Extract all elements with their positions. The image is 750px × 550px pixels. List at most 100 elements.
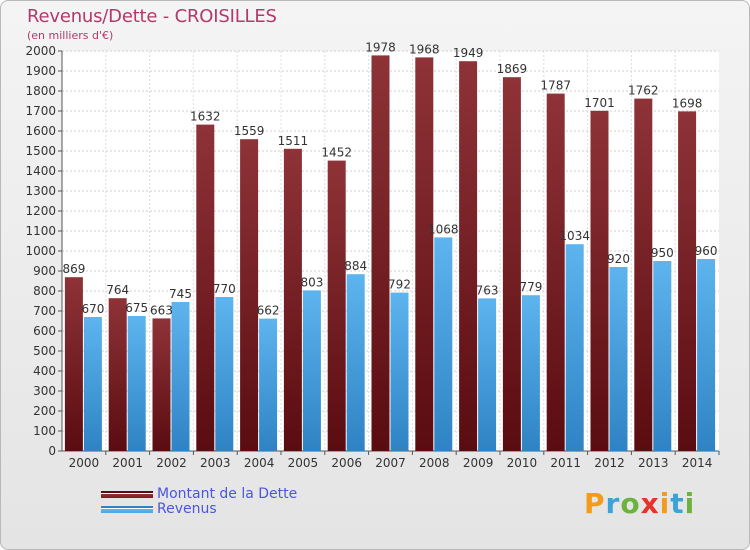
y-tick-label: 800 <box>33 284 56 298</box>
y-tick-label: 900 <box>33 264 56 278</box>
x-tick-label: 2010 <box>507 456 538 470</box>
bar-dette <box>283 148 302 452</box>
logo-letter: r <box>605 487 621 520</box>
data-label: 960 <box>695 244 718 258</box>
data-label: 1968 <box>409 42 440 56</box>
bar-revenus <box>609 267 628 451</box>
bar-revenus <box>171 302 190 451</box>
bar-dette <box>546 93 565 451</box>
data-label: 792 <box>388 278 411 292</box>
bar-revenus <box>83 317 102 451</box>
bar-revenus <box>259 318 278 451</box>
data-label: 884 <box>344 259 367 273</box>
y-tick-label: 1500 <box>25 144 56 158</box>
y-tick-label: 0 <box>48 444 56 458</box>
logo-letter: t <box>670 487 685 520</box>
data-label: 1559 <box>234 124 265 138</box>
y-tick-label: 1300 <box>25 184 56 198</box>
chart-subtitle: (en milliers d'€) <box>27 29 114 42</box>
y-tick-label: 100 <box>33 424 56 438</box>
bar-dette <box>240 139 259 451</box>
x-tick-label: 2002 <box>156 456 187 470</box>
logo-letter: i <box>659 487 671 520</box>
bar-dette <box>152 318 171 451</box>
bar-dette <box>415 57 434 452</box>
bar-revenus <box>434 237 453 451</box>
x-tick-label: 2013 <box>638 456 669 470</box>
data-label: 1452 <box>321 146 352 160</box>
y-tick-label: 1700 <box>25 104 56 118</box>
logo-letter: o <box>620 487 641 520</box>
y-tick-label: 400 <box>33 364 56 378</box>
bar-revenus <box>653 261 672 451</box>
bar-dette <box>678 111 697 452</box>
data-label: 1869 <box>497 62 528 76</box>
x-tick-label: 2009 <box>463 456 494 470</box>
logo-letter: P <box>584 487 606 520</box>
data-label: 869 <box>62 262 85 276</box>
x-tick-label: 2007 <box>375 456 406 470</box>
data-label: 1949 <box>453 46 484 60</box>
legend-label-revenus: Revenus <box>157 501 217 517</box>
bar-revenus <box>302 290 321 451</box>
bar-dette <box>459 61 478 451</box>
proxiti-logo: Proxiti <box>584 487 695 520</box>
y-tick-label: 600 <box>33 324 56 338</box>
x-tick-label: 2006 <box>331 456 362 470</box>
legend-swatch-revenus <box>101 506 153 513</box>
bar-revenus <box>697 259 716 451</box>
x-tick-label: 2000 <box>69 456 100 470</box>
bar-revenus <box>390 292 409 451</box>
bar-revenus <box>565 244 584 451</box>
x-tick-label: 2001 <box>112 456 143 470</box>
bar-revenus <box>127 316 146 451</box>
data-label: 745 <box>169 287 192 301</box>
y-tick-label: 700 <box>33 304 56 318</box>
legend-swatch-debt <box>101 491 153 498</box>
data-label: 670 <box>81 302 104 316</box>
x-tick-label: 2004 <box>244 456 275 470</box>
data-label: 1978 <box>365 40 396 54</box>
bar-dette <box>327 160 346 451</box>
bar-revenus <box>478 298 497 451</box>
x-tick-label: 2011 <box>550 456 581 470</box>
data-label: 920 <box>607 252 630 266</box>
data-label: 1762 <box>628 84 659 98</box>
chart-title: Revenus/Dette - CROISILLES <box>27 6 277 27</box>
y-tick-label: 1400 <box>25 164 56 178</box>
y-tick-label: 1800 <box>25 84 56 98</box>
y-tick-label: 1200 <box>25 204 56 218</box>
legend-label-debt: Montant de la Dette <box>157 486 298 502</box>
bar-revenus <box>215 297 234 451</box>
data-label: 779 <box>519 280 542 294</box>
bars <box>64 55 716 452</box>
data-label: 803 <box>300 275 323 289</box>
y-tick-label: 1100 <box>25 224 56 238</box>
data-label: 1787 <box>540 79 571 93</box>
data-label: 1511 <box>278 134 309 148</box>
y-tick-label: 1600 <box>25 124 56 138</box>
data-label: 1632 <box>190 110 221 124</box>
x-tick-label: 2003 <box>200 456 231 470</box>
data-label: 950 <box>651 246 674 260</box>
bar-dette <box>371 55 390 452</box>
data-label: 1698 <box>672 96 703 110</box>
bar-dette <box>502 77 521 451</box>
logo-letter: i <box>684 487 696 520</box>
data-label: 1034 <box>559 229 590 243</box>
bar-dette <box>196 124 215 451</box>
bar-dette <box>108 298 127 451</box>
y-tick-label: 1000 <box>25 244 56 258</box>
data-label: 763 <box>476 283 499 297</box>
x-tick-label: 2008 <box>419 456 450 470</box>
y-tick-label: 2000 <box>25 44 56 58</box>
data-label: 1701 <box>584 96 615 110</box>
bar-dette <box>634 98 653 451</box>
y-tick-label: 300 <box>33 384 56 398</box>
bar-dette <box>590 110 609 452</box>
y-tick-label: 500 <box>33 344 56 358</box>
data-label: 675 <box>125 301 148 315</box>
